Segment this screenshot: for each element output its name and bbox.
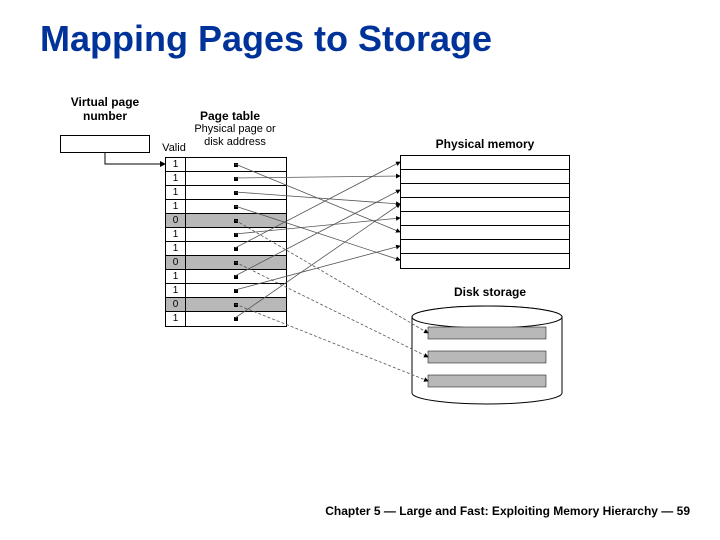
page-addr-cell — [186, 256, 286, 269]
page-addr-cell — [186, 200, 286, 213]
dot-icon — [234, 205, 238, 209]
page-table-row: 1 — [166, 200, 286, 214]
phys-mem-row — [401, 212, 569, 226]
dot-icon — [234, 317, 238, 321]
page-table-row: 1 — [166, 172, 286, 186]
dot-icon — [234, 261, 238, 265]
dot-icon — [234, 275, 238, 279]
disk-label: Disk storage — [440, 285, 540, 299]
page-addr-cell — [186, 228, 286, 241]
page-addr-cell — [186, 284, 286, 297]
dot-icon — [234, 177, 238, 181]
page-table-row: 1 — [166, 186, 286, 200]
valid-label: Valid — [159, 142, 189, 155]
dot-icon — [234, 163, 238, 167]
disk-storage — [410, 305, 565, 405]
page-addr-cell — [186, 312, 286, 326]
dot-icon — [234, 233, 238, 237]
valid-bit: 0 — [166, 256, 186, 269]
valid-bit: 1 — [166, 242, 186, 255]
page-table-row: 0 — [166, 298, 286, 312]
valid-bit: 0 — [166, 214, 186, 227]
phys-mem-row — [401, 184, 569, 198]
phys-mem-row — [401, 198, 569, 212]
page-addr-cell — [186, 270, 286, 283]
page-table-row: 1 — [166, 284, 286, 298]
pt-col-label: Physical page ordisk address — [185, 123, 285, 149]
valid-bit: 0 — [166, 298, 186, 311]
page-table-row: 0 — [166, 256, 286, 270]
valid-bit: 1 — [166, 172, 186, 185]
physical-memory — [400, 155, 570, 269]
vpn-box — [60, 135, 150, 153]
page-table-row: 1 — [166, 312, 286, 326]
dot-icon — [234, 303, 238, 307]
phys-mem-row — [401, 254, 569, 268]
phys-mem-row — [401, 170, 569, 184]
page-table-row: 1 — [166, 228, 286, 242]
page-addr-cell — [186, 214, 286, 227]
page-table-row: 1 — [166, 158, 286, 172]
valid-bit: 1 — [166, 284, 186, 297]
page-addr-cell — [186, 298, 286, 311]
page-table-label: Page table — [190, 109, 270, 123]
page-table-row: 1 — [166, 270, 286, 284]
page-addr-cell — [186, 242, 286, 255]
vpn-label: Virtual pagenumber — [60, 95, 150, 124]
valid-bit: 1 — [166, 228, 186, 241]
page-addr-cell — [186, 186, 286, 199]
dot-icon — [234, 219, 238, 223]
page-addr-cell — [186, 172, 286, 185]
dot-icon — [234, 191, 238, 195]
dot-icon — [234, 289, 238, 293]
page-table-row: 1 — [166, 242, 286, 256]
slide-footer: Chapter 5 — Large and Fast: Exploiting M… — [325, 504, 690, 518]
valid-bit: 1 — [166, 186, 186, 199]
phys-mem-row — [401, 240, 569, 254]
valid-bit: 1 — [166, 158, 186, 171]
phys-mem-row — [401, 156, 569, 170]
valid-bit: 1 — [166, 270, 186, 283]
slide-title: Mapping Pages to Storage — [40, 18, 492, 60]
page-table-row: 0 — [166, 214, 286, 228]
diagram-area: Virtual pagenumber Page table Physical p… — [60, 95, 620, 425]
valid-bit: 1 — [166, 200, 186, 213]
page-addr-cell — [186, 158, 286, 171]
page-table: 111101101101 — [165, 157, 287, 327]
dot-icon — [234, 247, 238, 251]
phys-mem-row — [401, 226, 569, 240]
valid-bit: 1 — [166, 312, 186, 326]
phys-mem-label: Physical memory — [415, 137, 555, 151]
